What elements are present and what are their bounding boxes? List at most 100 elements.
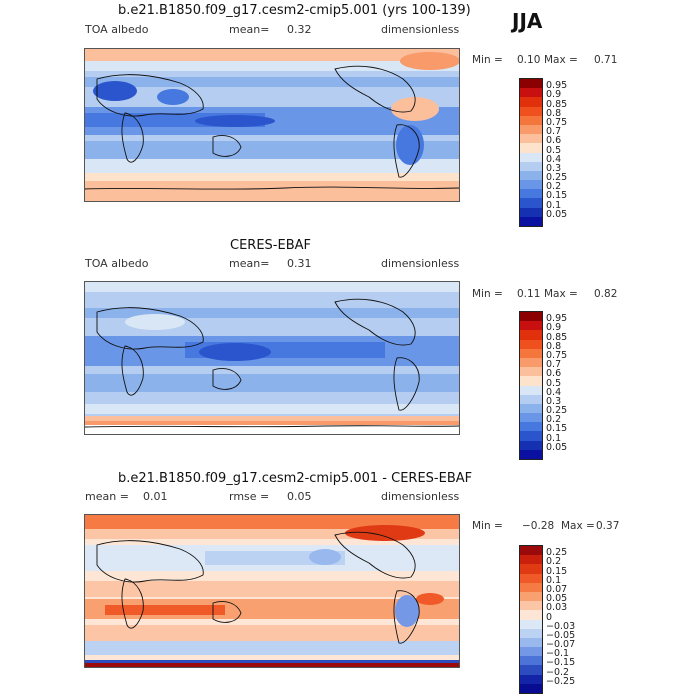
colorbar-segment bbox=[520, 555, 542, 565]
colorbar-segment bbox=[520, 628, 542, 638]
panel1-min-label: Min = bbox=[472, 54, 503, 66]
panel2-variable-label: TOA albedo bbox=[85, 257, 149, 270]
colorbar-tick-label: 0 bbox=[546, 611, 553, 623]
colorbar-segment bbox=[520, 170, 542, 181]
colorbar-tick-label: 0.5 bbox=[546, 144, 562, 156]
colorbar-segment bbox=[520, 97, 542, 107]
colorbar-tick-label: 0.2 bbox=[546, 414, 562, 426]
colorbar-segment bbox=[520, 394, 542, 404]
colorbar-segment bbox=[520, 422, 542, 432]
colorbar-tick-label: 0.75 bbox=[546, 116, 568, 128]
colorbar-segment bbox=[520, 564, 542, 574]
panel3-title: b.e21.B1850.f09_g17.cesm2-cmip5.001 - CE… bbox=[118, 471, 473, 486]
colorbar-segment bbox=[520, 647, 542, 657]
colorbar-segment bbox=[520, 106, 542, 116]
colorbar-tick-label: 0.4 bbox=[546, 386, 562, 398]
panel2-min-label: Min = bbox=[472, 288, 503, 300]
colorbar-segment bbox=[520, 339, 542, 349]
panel1-mean-label: mean= bbox=[229, 23, 270, 36]
colorbar-segment bbox=[520, 431, 542, 441]
panel3-map-svg bbox=[85, 515, 459, 667]
colorbar-tick-label: 0.7 bbox=[546, 126, 562, 138]
colorbar-tick-label: −0.25 bbox=[546, 675, 576, 687]
colorbar-segment bbox=[520, 312, 542, 322]
colorbar-segment bbox=[520, 207, 542, 217]
colorbar-tick-label: 0.9 bbox=[546, 322, 562, 334]
colorbar-tick-label: −0.07 bbox=[546, 639, 576, 651]
panel3-map bbox=[84, 514, 460, 668]
colorbar-tick-label: 0.1 bbox=[546, 574, 562, 586]
colorbar-segment bbox=[520, 683, 542, 693]
panel1-max-value: 0.71 bbox=[594, 54, 618, 66]
colorbar-tick-label: −0.1 bbox=[546, 648, 570, 660]
panel1-min-value: 0.10 bbox=[517, 54, 541, 66]
season-label: JJA bbox=[512, 9, 543, 33]
colorbar-segment bbox=[520, 656, 542, 666]
colorbar-segment bbox=[520, 143, 542, 153]
colorbar-segment bbox=[520, 582, 542, 592]
colorbar-tick-label: 0.6 bbox=[546, 368, 562, 380]
colorbar-tick-label: 0.2 bbox=[546, 181, 562, 193]
colorbar-tick-label: 0.15 bbox=[546, 190, 568, 202]
colorbar-segment bbox=[520, 321, 542, 331]
panel2-mean-label: mean= bbox=[229, 257, 270, 270]
panel3-rmse-value: 0.05 bbox=[287, 490, 312, 503]
panel3-mean-value: 0.01 bbox=[143, 490, 168, 503]
colorbar-tick-label: 0.15 bbox=[546, 423, 568, 435]
panel3-mean-label: mean = bbox=[85, 490, 129, 503]
colorbar-segment bbox=[520, 573, 542, 583]
colorbar-segment bbox=[520, 440, 542, 450]
colorbar-tick-label: 0.95 bbox=[546, 80, 568, 92]
panel1-map bbox=[84, 48, 460, 202]
colorbar-tick-label: −0.2 bbox=[546, 666, 570, 678]
colorbar-tick-label: 0.85 bbox=[546, 331, 568, 343]
colorbar-segment bbox=[520, 189, 542, 199]
colorbar-segment bbox=[520, 591, 542, 602]
colorbar-segment bbox=[520, 79, 542, 89]
colorbar-segment bbox=[520, 152, 542, 162]
colorbar-segment bbox=[520, 674, 542, 684]
colorbar-segment bbox=[520, 198, 542, 208]
panel3-min-value: −0.28 bbox=[522, 520, 555, 532]
colorbar-tick-label: −0.03 bbox=[546, 620, 576, 632]
colorbar-tick-label: −0.15 bbox=[546, 657, 576, 669]
colorbar-segment bbox=[520, 610, 542, 620]
panel1-units: dimensionless bbox=[381, 23, 460, 36]
colorbar-segment bbox=[520, 376, 542, 386]
colorbar-segment bbox=[520, 665, 542, 675]
colorbar-tick-label: 0.8 bbox=[546, 107, 562, 119]
colorbar-tick-label: 0.25 bbox=[546, 547, 568, 559]
colorbar-tick-label: 0.85 bbox=[546, 98, 568, 110]
panel2-mean-value: 0.31 bbox=[287, 257, 312, 270]
panel1-mean-value: 0.32 bbox=[287, 23, 312, 36]
colorbar-tick-label: 0.25 bbox=[546, 405, 568, 417]
colorbar-tick-label: 0.5 bbox=[546, 377, 562, 389]
panel3-min-label: Min = bbox=[472, 520, 503, 532]
panel2-map-svg bbox=[85, 282, 459, 434]
colorbar-tick-label: 0.6 bbox=[546, 135, 562, 147]
colorbar-segment bbox=[520, 619, 542, 629]
panel1-title: b.e21.B1850.f09_g17.cesm2-cmip5.001 (yrs… bbox=[118, 3, 471, 18]
colorbar-tick-label: 0.05 bbox=[546, 441, 568, 453]
panel2-units: dimensionless bbox=[381, 257, 460, 270]
colorbar-tick-label: 0.2 bbox=[546, 556, 562, 568]
colorbar-tick-label: 0.9 bbox=[546, 89, 562, 101]
colorbar-tick-label: 0.7 bbox=[546, 359, 562, 371]
colorbar-segment bbox=[520, 115, 542, 125]
colorbar-segment bbox=[520, 134, 542, 144]
colorbar-tick-label: 0.3 bbox=[546, 395, 562, 407]
colorbar-tick-label: 0.05 bbox=[546, 593, 568, 605]
colorbar-tick-label: 0.4 bbox=[546, 153, 562, 165]
panel3-rmse-label: rmse = bbox=[229, 490, 270, 503]
colorbar-tick-label: 0.15 bbox=[546, 565, 568, 577]
colorbar-segment bbox=[520, 330, 542, 340]
colorbar-tick-label: 0.75 bbox=[546, 349, 568, 361]
panel3-units: dimensionless bbox=[381, 490, 460, 503]
colorbar-segment bbox=[520, 413, 542, 423]
colorbar-tick-label: 0.07 bbox=[546, 583, 568, 595]
colorbar-tick-label: 0.1 bbox=[546, 432, 562, 444]
colorbar-segment bbox=[520, 357, 542, 368]
panel1-colorbar bbox=[519, 78, 543, 227]
panel3-colorbar bbox=[519, 545, 543, 694]
colorbar-segment bbox=[520, 367, 542, 377]
